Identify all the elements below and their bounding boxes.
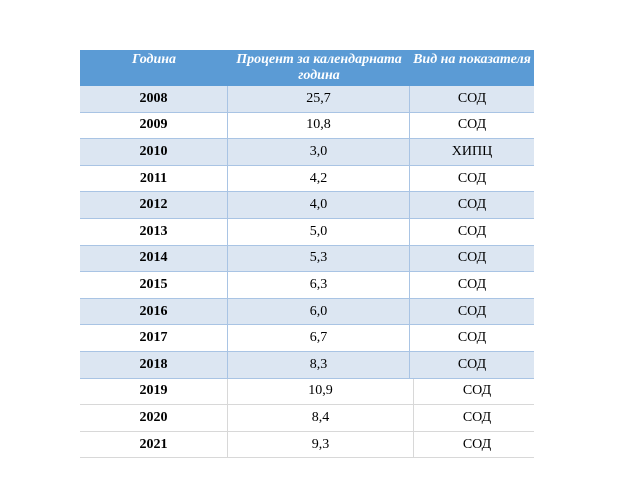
header-indicator-type: Вид на показателя <box>413 52 531 67</box>
table-row: 2021 9,3 СОД <box>80 431 534 459</box>
table-row: 2014 5,3 СОД <box>80 245 534 273</box>
year-cell: 2010 <box>80 139 228 165</box>
year-cell: 2012 <box>80 192 228 218</box>
percent-cell: 4,2 <box>228 165 410 192</box>
indicator-type-cell: СОД <box>462 436 492 452</box>
percent-cell: 10,9 <box>228 378 414 405</box>
year-cell: 2020 <box>80 405 228 431</box>
percent-cell: 5,0 <box>228 218 410 245</box>
table-header: Година Процент за календарната година Ви… <box>80 50 534 86</box>
indicator-type-cell: СОД <box>457 303 487 319</box>
percent-cell: 8,4 <box>228 405 414 431</box>
percent-cell: 9,3 <box>228 431 414 458</box>
percent-cell: 3,0 <box>228 139 410 165</box>
indicator-type-cell: ХИПЦ <box>451 143 493 159</box>
percent-cell: 6,7 <box>228 325 410 351</box>
table-row: 2015 6,3 СОД <box>80 272 534 299</box>
table-row: 2008 25,7 СОД <box>80 86 534 113</box>
table-row: 2017 6,7 СОД <box>80 325 534 352</box>
year-cell: 2016 <box>80 298 228 325</box>
year-cell: 2013 <box>80 218 228 245</box>
table-row: 2009 10,8 СОД <box>80 112 534 140</box>
indicator-type-cell: СОД <box>457 117 487 133</box>
inflation-table: Година Процент за календарната година Ви… <box>80 50 534 459</box>
table-body: 2008 25,7 СОД 2009 10,8 СОД 2010 3,0 ХИПЦ 2011 4,2… <box>80 86 534 459</box>
percent-cell: 5,3 <box>228 245 410 272</box>
year-cell: 2008 <box>80 86 228 112</box>
indicator-type-cell: СОД <box>457 276 487 292</box>
indicator-type-cell: СОД <box>457 356 487 372</box>
indicator-type-cell: СОД <box>457 223 487 239</box>
header-percent: Процент за календарната година <box>236 52 402 83</box>
table-row: 2010 3,0 ХИПЦ <box>80 139 534 166</box>
year-cell: 2015 <box>80 272 228 298</box>
percent-cell: 25,7 <box>228 86 410 112</box>
indicator-type-cell: СОД <box>462 409 492 425</box>
percent-cell: 6,3 <box>228 272 410 298</box>
year-cell: 2011 <box>80 165 228 192</box>
year-cell: 2009 <box>80 112 228 139</box>
indicator-type-cell: СОД <box>457 197 487 213</box>
year-cell: 2014 <box>80 245 228 272</box>
percent-cell: 10,8 <box>228 112 410 139</box>
year-cell: 2018 <box>80 351 228 378</box>
year-cell: 2019 <box>80 378 228 405</box>
table-row: 2011 4,2 СОД <box>80 165 534 193</box>
table-row: 2016 6,0 СОД <box>80 298 534 326</box>
year-cell: 2017 <box>80 325 228 351</box>
header-year: Година <box>131 52 177 67</box>
table-row: 2018 8,3 СОД <box>80 351 534 379</box>
table-row: 2013 5,0 СОД <box>80 218 534 246</box>
indicator-type-cell: СОД <box>462 383 492 399</box>
table-row: 2019 10,9 СОД <box>80 378 534 406</box>
indicator-type-cell: СОД <box>457 250 487 266</box>
table-row: 2012 4,0 СОД <box>80 192 534 219</box>
indicator-type-cell: СОД <box>457 330 487 346</box>
table-row: 2020 8,4 СОД <box>80 405 534 432</box>
percent-cell: 4,0 <box>228 192 410 218</box>
indicator-type-cell: СОД <box>457 90 487 106</box>
percent-cell: 8,3 <box>228 351 410 378</box>
year-cell: 2021 <box>80 431 228 458</box>
indicator-type-cell: СОД <box>457 170 487 186</box>
percent-cell: 6,0 <box>228 298 410 325</box>
